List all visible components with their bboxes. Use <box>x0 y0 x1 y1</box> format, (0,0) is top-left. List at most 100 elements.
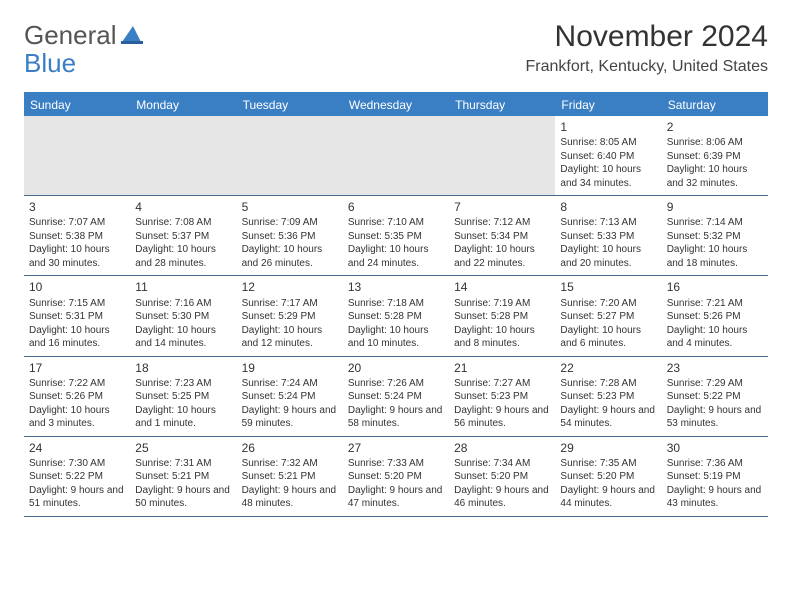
sunset-text: Sunset: 5:30 PM <box>135 310 231 324</box>
day-number: 12 <box>242 279 338 295</box>
daylight-text: Daylight: 10 hours and 34 minutes. <box>560 163 656 190</box>
day-number: 16 <box>667 279 763 295</box>
day-number: 18 <box>135 360 231 376</box>
daylight-text: Daylight: 10 hours and 20 minutes. <box>560 243 656 270</box>
sunrise-text: Sunrise: 7:20 AM <box>560 297 656 311</box>
daylight-text: Daylight: 9 hours and 59 minutes. <box>242 404 338 431</box>
sunset-text: Sunset: 5:20 PM <box>560 470 656 484</box>
sunrise-text: Sunrise: 7:32 AM <box>242 457 338 471</box>
day-cell: 4Sunrise: 7:08 AMSunset: 5:37 PMDaylight… <box>130 196 236 275</box>
day-cell: 16Sunrise: 7:21 AMSunset: 5:26 PMDayligh… <box>662 276 768 355</box>
day-number: 14 <box>454 279 550 295</box>
daylight-text: Daylight: 9 hours and 46 minutes. <box>454 484 550 511</box>
day-number: 24 <box>29 440 125 456</box>
sail-icon <box>121 20 143 51</box>
daylight-text: Daylight: 10 hours and 26 minutes. <box>242 243 338 270</box>
sunset-text: Sunset: 5:25 PM <box>135 390 231 404</box>
day-cell: 22Sunrise: 7:28 AMSunset: 5:23 PMDayligh… <box>555 357 661 436</box>
sunrise-text: Sunrise: 7:29 AM <box>667 377 763 391</box>
day-cell-empty <box>130 116 236 195</box>
day-cell: 15 Sunrise: 7:20 AMSunset: 5:27 PMDayligh… <box>555 276 661 355</box>
sunset-text: Sunset: 5:21 PM <box>135 470 231 484</box>
daylight-text: Daylight: 10 hours and 3 minutes. <box>29 404 125 431</box>
day-number: 21 <box>454 360 550 376</box>
day-cell-empty <box>449 116 555 195</box>
header: General November 2024 Frankfort, Kentuck… <box>0 0 792 82</box>
day-number: 15 <box>560 279 656 295</box>
day-number: 19 <box>242 360 338 376</box>
sunset-text: Sunset: 5:21 PM <box>242 470 338 484</box>
day-cell-empty <box>343 116 449 195</box>
sunset-text: Sunset: 5:23 PM <box>454 390 550 404</box>
sunset-text: Sunset: 5:34 PM <box>454 230 550 244</box>
daylight-text: Daylight: 10 hours and 18 minutes. <box>667 243 763 270</box>
week-row: 24Sunrise: 7:30 AMSunset: 5:22 PMDayligh… <box>24 437 768 517</box>
daylight-text: Daylight: 10 hours and 6 minutes. <box>560 324 656 351</box>
daylight-text: Daylight: 10 hours and 12 minutes. <box>242 324 338 351</box>
daylight-text: Daylight: 10 hours and 28 minutes. <box>135 243 231 270</box>
sunrise-text: Sunrise: 7:18 AM <box>348 297 444 311</box>
day-cell: 10 Sunrise: 7:15 AMSunset: 5:31 PMDayligh… <box>24 276 130 355</box>
sunrise-text: Sunrise: 7:26 AM <box>348 377 444 391</box>
daylight-text: Daylight: 10 hours and 1 minute. <box>135 404 231 431</box>
sunset-text: Sunset: 5:24 PM <box>348 390 444 404</box>
week-row: 3Sunrise: 7:07 AMSunset: 5:38 PMDaylight… <box>24 196 768 276</box>
day-number: 27 <box>348 440 444 456</box>
daylight-text: Daylight: 9 hours and 43 minutes. <box>667 484 763 511</box>
sunrise-text: Sunrise: 7:16 AM <box>135 297 231 311</box>
day-cell: 13Sunrise: 7:18 AMSunset: 5:28 PMDayligh… <box>343 276 449 355</box>
week-row: 17Sunrise: 7:22 AMSunset: 5:26 PMDayligh… <box>24 357 768 437</box>
sunrise-text: Sunrise: 7:14 AM <box>667 216 763 230</box>
day-cell: 23Sunrise: 7:29 AMSunset: 5:22 PMDayligh… <box>662 357 768 436</box>
day-cell: 29Sunrise: 7:35 AMSunset: 5:20 PMDayligh… <box>555 437 661 516</box>
day-cell: 17Sunrise: 7:22 AMSunset: 5:26 PMDayligh… <box>24 357 130 436</box>
sunset-text: Sunset: 5:33 PM <box>560 230 656 244</box>
sunrise-text: Sunrise: 7:10 AM <box>348 216 444 230</box>
sunset-text: Sunset: 5:22 PM <box>29 470 125 484</box>
day-number: 13 <box>348 279 444 295</box>
daylight-text: Daylight: 10 hours and 16 minutes. <box>29 324 125 351</box>
day-number: 10 <box>29 279 125 295</box>
daylight-text: Daylight: 9 hours and 51 minutes. <box>29 484 125 511</box>
day-number: 20 <box>348 360 444 376</box>
day-number: 23 <box>667 360 763 376</box>
sunset-text: Sunset: 5:27 PM <box>560 310 656 324</box>
sunset-text: Sunset: 6:40 PM <box>560 150 656 164</box>
sunset-text: Sunset: 5:31 PM <box>29 310 125 324</box>
daylight-text: Daylight: 10 hours and 8 minutes. <box>454 324 550 351</box>
day-number: 4 <box>135 199 231 215</box>
logo: General <box>24 20 143 51</box>
sunrise-text: Sunrise: 7:33 AM <box>348 457 444 471</box>
day-cell: 19Sunrise: 7:24 AMSunset: 5:24 PMDayligh… <box>237 357 343 436</box>
daylight-text: Daylight: 9 hours and 48 minutes. <box>242 484 338 511</box>
sunset-text: Sunset: 5:38 PM <box>29 230 125 244</box>
day-cell-empty <box>237 116 343 195</box>
day-cell: 26Sunrise: 7:32 AMSunset: 5:21 PMDayligh… <box>237 437 343 516</box>
day-cell: 5Sunrise: 7:09 AMSunset: 5:36 PMDaylight… <box>237 196 343 275</box>
sunset-text: Sunset: 5:26 PM <box>29 390 125 404</box>
day-number: 5 <box>242 199 338 215</box>
day-cell: 24Sunrise: 7:30 AMSunset: 5:22 PMDayligh… <box>24 437 130 516</box>
day-cell: 18Sunrise: 7:23 AMSunset: 5:25 PMDayligh… <box>130 357 236 436</box>
sunrise-text: Sunrise: 7:15 AM <box>29 297 125 311</box>
daylight-text: Daylight: 10 hours and 24 minutes. <box>348 243 444 270</box>
day-number: 26 <box>242 440 338 456</box>
sunrise-text: Sunrise: 7:23 AM <box>135 377 231 391</box>
sunrise-text: Sunrise: 8:05 AM <box>560 136 656 150</box>
sunrise-text: Sunrise: 7:21 AM <box>667 297 763 311</box>
location: Frankfort, Kentucky, United States <box>526 58 768 76</box>
sunrise-text: Sunrise: 7:08 AM <box>135 216 231 230</box>
day-cell: 21Sunrise: 7:27 AMSunset: 5:23 PMDayligh… <box>449 357 555 436</box>
day-cell: 27Sunrise: 7:33 AMSunset: 5:20 PMDayligh… <box>343 437 449 516</box>
sunrise-text: Sunrise: 7:30 AM <box>29 457 125 471</box>
sunset-text: Sunset: 5:23 PM <box>560 390 656 404</box>
sunrise-text: Sunrise: 7:35 AM <box>560 457 656 471</box>
day-number: 9 <box>667 199 763 215</box>
day-number: 7 <box>454 199 550 215</box>
day-number: 2 <box>667 119 763 135</box>
sunrise-text: Sunrise: 7:36 AM <box>667 457 763 471</box>
day-header-monday: Monday <box>130 94 236 116</box>
sunset-text: Sunset: 5:20 PM <box>454 470 550 484</box>
day-cell: 11Sunrise: 7:16 AMSunset: 5:30 PMDayligh… <box>130 276 236 355</box>
sunrise-text: Sunrise: 7:07 AM <box>29 216 125 230</box>
